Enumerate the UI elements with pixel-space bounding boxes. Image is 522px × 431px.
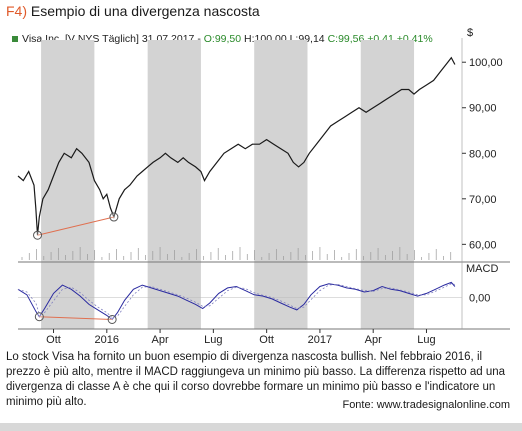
x-tick-label-1: 2016	[95, 334, 119, 346]
shaded-band-2	[254, 40, 308, 329]
macd-divergence-circle-1	[107, 315, 117, 324]
macd-label: MACD	[466, 263, 498, 275]
bottom-divider	[0, 423, 522, 431]
shaded-band-1	[147, 40, 201, 329]
macd-divergence-line	[39, 316, 113, 320]
macd-divergence-circle-0	[34, 312, 44, 322]
macd-tick-label-0: 0,00	[469, 293, 490, 305]
figure-title: F4) Esempio di una divergenza nascosta	[6, 3, 260, 19]
x-tick-label-4: Ott	[259, 334, 274, 346]
price-divergence-circle-0	[33, 230, 43, 240]
info-open: O:99,50	[203, 33, 242, 45]
figure-title-text: Esempio di una divergenza nascosta	[30, 3, 260, 19]
info-close: C:99,56	[327, 33, 365, 45]
macd-series-line	[17, 281, 456, 321]
price-tick-label-3: 70,00	[469, 194, 497, 206]
x-tick-label-7: Lug	[417, 334, 435, 346]
figure-number: F4)	[6, 3, 27, 19]
series-color-icon	[12, 36, 18, 43]
figure-source: Fonte: www.tradesignalonline.com	[342, 399, 510, 411]
figure-caption: Lo stock Visa ha fornito un buon esempio…	[6, 351, 506, 408]
x-tick-label-2: Apr	[152, 334, 169, 346]
x-tick-label-0: Ott	[46, 334, 61, 346]
shaded-band-0	[41, 40, 95, 329]
x-tick-label-3: Lug	[204, 334, 222, 346]
price-axis-unit: $	[467, 27, 473, 39]
price-divergence-circle-1	[109, 212, 119, 222]
x-tick-label-6: Apr	[365, 334, 382, 346]
macd-signal-line	[17, 283, 455, 318]
price-tick-label-4: 60,00	[469, 239, 497, 251]
shaded-band-3	[360, 40, 415, 329]
price-tick-label-0: 100,00	[469, 57, 503, 69]
price-macd-chart: 100,00 90,00 80,00 70,00 60,00 $ MACD 0,00 Ott 20…	[17, 27, 510, 346]
x-tick-label-5: 2017	[308, 334, 332, 346]
price-divergence-line	[37, 216, 115, 236]
price-series-line	[17, 56, 456, 236]
price-tick-label-1: 90,00	[469, 103, 497, 115]
price-tick-label-2: 80,00	[469, 148, 497, 160]
